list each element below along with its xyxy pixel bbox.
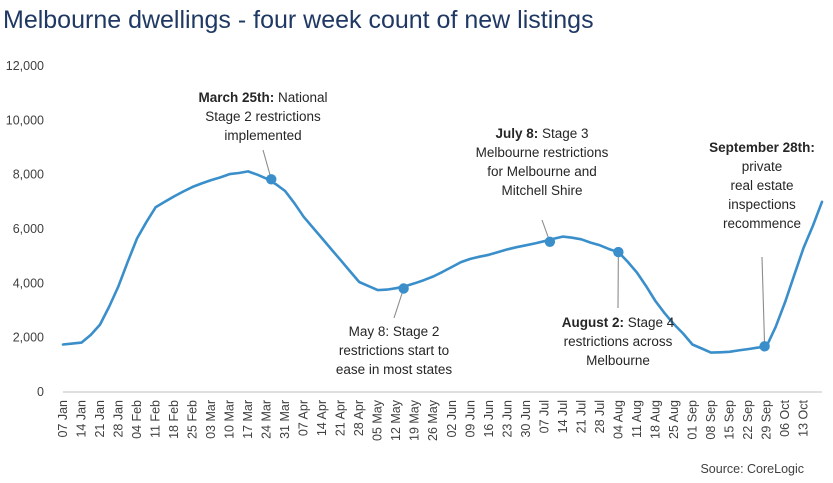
- x-tick-label: 14 Jan: [75, 400, 89, 438]
- x-tick-label: 17 Mar: [241, 400, 255, 439]
- x-tick-label: 18 Aug: [648, 400, 662, 439]
- x-tick-label: 03 Mar: [204, 400, 218, 439]
- x-tick-label: 24 Mar: [260, 400, 274, 439]
- x-tick-label: 13 Oct: [796, 399, 810, 436]
- x-tick-label: 16 Jun: [482, 400, 496, 438]
- annotation-marker-may8: [398, 283, 409, 294]
- x-tick-label: 12 May: [389, 399, 403, 441]
- x-tick-label: 08 Sep: [704, 400, 718, 440]
- x-tick-label: 21 Apr: [334, 400, 348, 436]
- x-tick-label: 19 May: [408, 399, 422, 441]
- annotations: March 25th: National Stage 2 restrictions…: [198, 90, 814, 377]
- x-tick-label: 22 Sep: [741, 400, 755, 440]
- annotation-marker-mar25: [266, 174, 277, 185]
- annotation-may8: May 8: Stage 2 restrictions start to ease …: [336, 324, 453, 377]
- y-tick-label: 10,000: [6, 113, 44, 127]
- x-tick-label: 07 Jan: [56, 400, 70, 438]
- x-tick-label: 11 Aug: [630, 400, 644, 438]
- x-tick-label: 29 Sep: [759, 400, 773, 440]
- x-tick-label: 09 Jun: [463, 400, 477, 438]
- x-tick-label: 11 Feb: [149, 400, 163, 438]
- x-tick-label: 15 Sep: [722, 400, 736, 440]
- x-tick-label: 14 Apr: [315, 400, 329, 436]
- annotation-jul8: July 8: Stage 3 Melbourne restrictions for…: [476, 126, 609, 198]
- y-tick-label: 8,000: [13, 168, 44, 182]
- y-tick-label: 2,000: [13, 331, 44, 345]
- x-tick-label: 28 Apr: [352, 400, 366, 436]
- annotation-sep28: September 28th: private real estate inspect…: [709, 140, 815, 231]
- y-tick-label: 0: [37, 385, 44, 399]
- x-tick-label: 07 Jul: [537, 400, 551, 433]
- annotation-aug2: August 2: Stage 4 restrictions across Melb…: [562, 315, 675, 368]
- x-tick-label: 31 Mar: [278, 400, 292, 439]
- x-axis: 07 Jan 14 Jan 21 Jan 28 Jan 04 Feb 11 Feb 18 F…: [56, 399, 810, 441]
- x-tick-label: 30 Jun: [519, 400, 533, 438]
- x-tick-label: 05 May: [371, 399, 385, 441]
- x-tick-label: 14 Jul: [556, 400, 570, 433]
- annotation-marker-aug2: [613, 246, 624, 258]
- x-tick-label: 10 Mar: [223, 400, 237, 439]
- x-tick-label: 01 Sep: [685, 400, 699, 440]
- source-note: Source: CoreLogic: [700, 462, 804, 476]
- y-tick-label: 6,000: [13, 222, 44, 236]
- series-line-new-listings: [61, 170, 824, 354]
- x-tick-label: 26 May: [426, 399, 440, 441]
- y-tick-label: 4,000: [13, 276, 44, 290]
- chart-title: Melbourne dwellings - four week count of…: [3, 6, 594, 34]
- x-tick-label: 25 Aug: [667, 400, 681, 439]
- x-tick-label: 25 Feb: [186, 400, 200, 439]
- x-tick-label: 21 Jan: [93, 400, 107, 438]
- x-tick-label: 21 Jul: [574, 400, 588, 433]
- x-tick-label: 23 Jun: [500, 400, 514, 438]
- x-tick-label: 06 Oct: [778, 399, 792, 436]
- annotation-marker-sep28: [759, 341, 770, 352]
- y-tick-label: 12,000: [6, 59, 44, 73]
- annotation-leader-sep28: [761, 256, 766, 347]
- x-tick-label: 18 Feb: [167, 400, 181, 439]
- annotation-markers: [266, 174, 770, 352]
- x-tick-label: 04 Feb: [130, 400, 144, 439]
- annotation-mar25: March 25th: National Stage 2 restrictions…: [198, 90, 327, 143]
- x-tick-label: 28 Jan: [112, 400, 126, 438]
- annotation-marker-jul8: [544, 236, 556, 247]
- x-tick-label: 04 Aug: [611, 400, 625, 439]
- x-tick-label: 02 Jun: [445, 400, 459, 438]
- x-tick-label: 28 Jul: [593, 400, 607, 433]
- annotation-leaders: [262, 149, 766, 347]
- x-tick-label: 07 Apr: [297, 400, 311, 436]
- y-axis: 0 2,000 4,000 6,000 8,000 10,000 12,000: [6, 59, 44, 399]
